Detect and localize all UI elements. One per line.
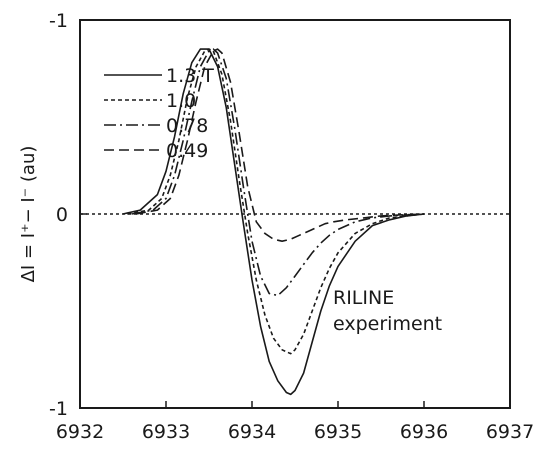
x-tick-label: 6936 xyxy=(400,421,448,443)
x-axis-ticks: 6932 6933 6934 6935 6936 6937 xyxy=(56,401,534,443)
legend-label: 1.0 xyxy=(166,90,196,112)
series-line-1 xyxy=(122,48,425,396)
x-tick-label: 6932 xyxy=(56,421,104,443)
y-axis-ticks: -1 0 -1 xyxy=(49,10,87,420)
x-tick-label: 6935 xyxy=(314,421,362,443)
x-tick-label: 6937 xyxy=(486,421,534,443)
series-line-4 xyxy=(135,48,425,242)
series-line-2 xyxy=(127,48,425,355)
x-tick-label: 6933 xyxy=(142,421,190,443)
legend-label: 1.3 T xyxy=(166,65,214,87)
y-tick-label: -1 xyxy=(49,398,68,420)
annotation-line-2: experiment xyxy=(333,313,442,335)
y-tick-label: -1 xyxy=(49,10,68,32)
legend-label: 0.49 xyxy=(166,140,208,162)
legend-label: 0.78 xyxy=(166,115,208,137)
annotation-line-1: RILINE xyxy=(333,287,394,309)
y-axis-label: ΔI = I⁺− I⁻ (au) xyxy=(18,146,39,283)
x-tick-label: 6934 xyxy=(228,421,276,443)
legend: 1.3 T 1.0 0.78 0.49 xyxy=(104,65,214,162)
series-line-3 xyxy=(131,48,425,297)
series-lines xyxy=(122,48,425,396)
y-tick-label: 0 xyxy=(56,204,68,226)
